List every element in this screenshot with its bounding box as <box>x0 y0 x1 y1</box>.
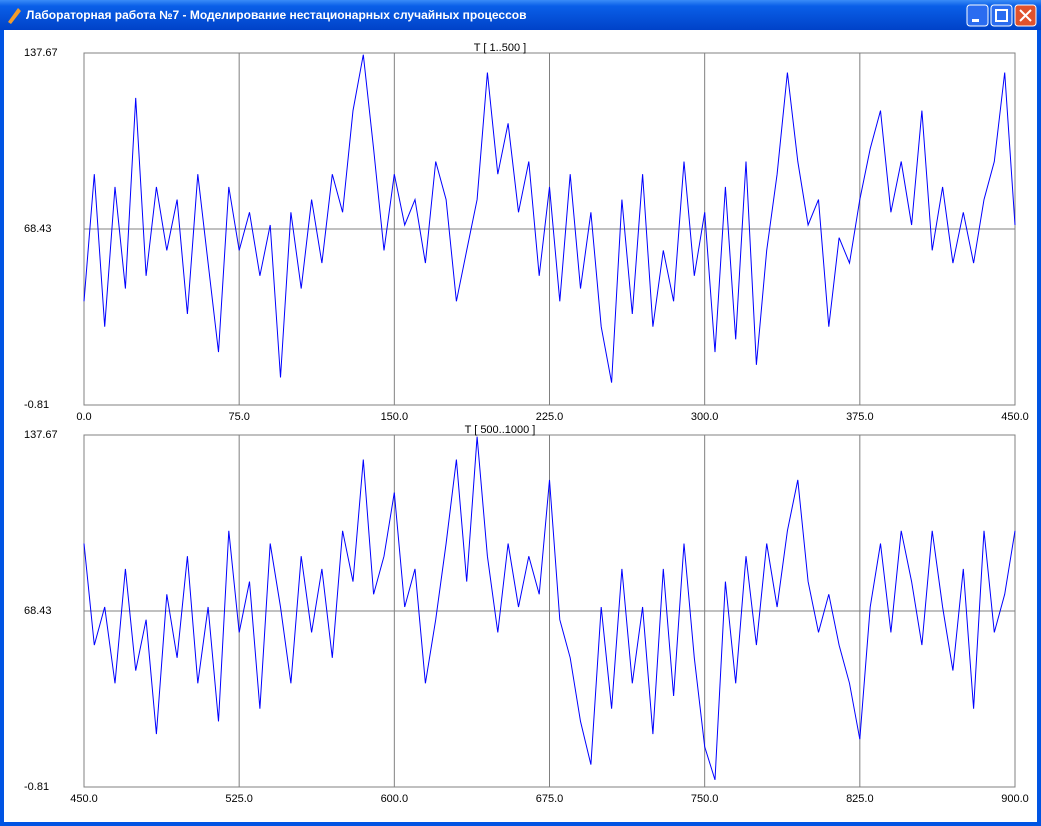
x-tick-label: 750.0 <box>691 793 719 805</box>
x-tick-label: 525.0 <box>225 793 253 805</box>
y-tick-label: -0.81 <box>24 781 49 793</box>
x-tick-label: 225.0 <box>536 411 564 423</box>
window-title: Лабораторная работа №7 - Моделирование н… <box>26 8 526 22</box>
x-tick-label: 300.0 <box>691 411 719 423</box>
x-tick-label: 375.0 <box>846 411 874 423</box>
chart-title: T [ 1..500 ] <box>474 42 526 54</box>
x-tick-label: 450.0 <box>1001 411 1029 423</box>
x-tick-label: 0.0 <box>76 411 91 423</box>
close-button[interactable] <box>1014 4 1037 27</box>
y-tick-label: -0.81 <box>24 399 49 411</box>
data-line <box>83 436 1016 781</box>
minimize-button[interactable] <box>966 4 989 27</box>
app-icon <box>8 8 21 24</box>
x-tick-label: 825.0 <box>846 793 874 805</box>
y-tick-label: 137.67 <box>24 47 58 59</box>
chart-title: T [ 500..1000 ] <box>465 424 536 436</box>
x-tick-label: 450.0 <box>70 793 98 805</box>
y-tick-label: 68.43 <box>24 223 52 235</box>
x-tick-label: 150.0 <box>381 411 409 423</box>
x-tick-label: 675.0 <box>536 793 564 805</box>
data-line <box>83 54 1016 383</box>
x-tick-label: 900.0 <box>1001 793 1029 805</box>
y-tick-label: 68.43 <box>24 605 52 617</box>
title-bar <box>0 0 1041 30</box>
y-tick-label: 137.67 <box>24 429 58 441</box>
x-tick-label: 600.0 <box>381 793 409 805</box>
x-tick-label: 75.0 <box>228 411 249 423</box>
maximize-button[interactable] <box>990 4 1013 27</box>
